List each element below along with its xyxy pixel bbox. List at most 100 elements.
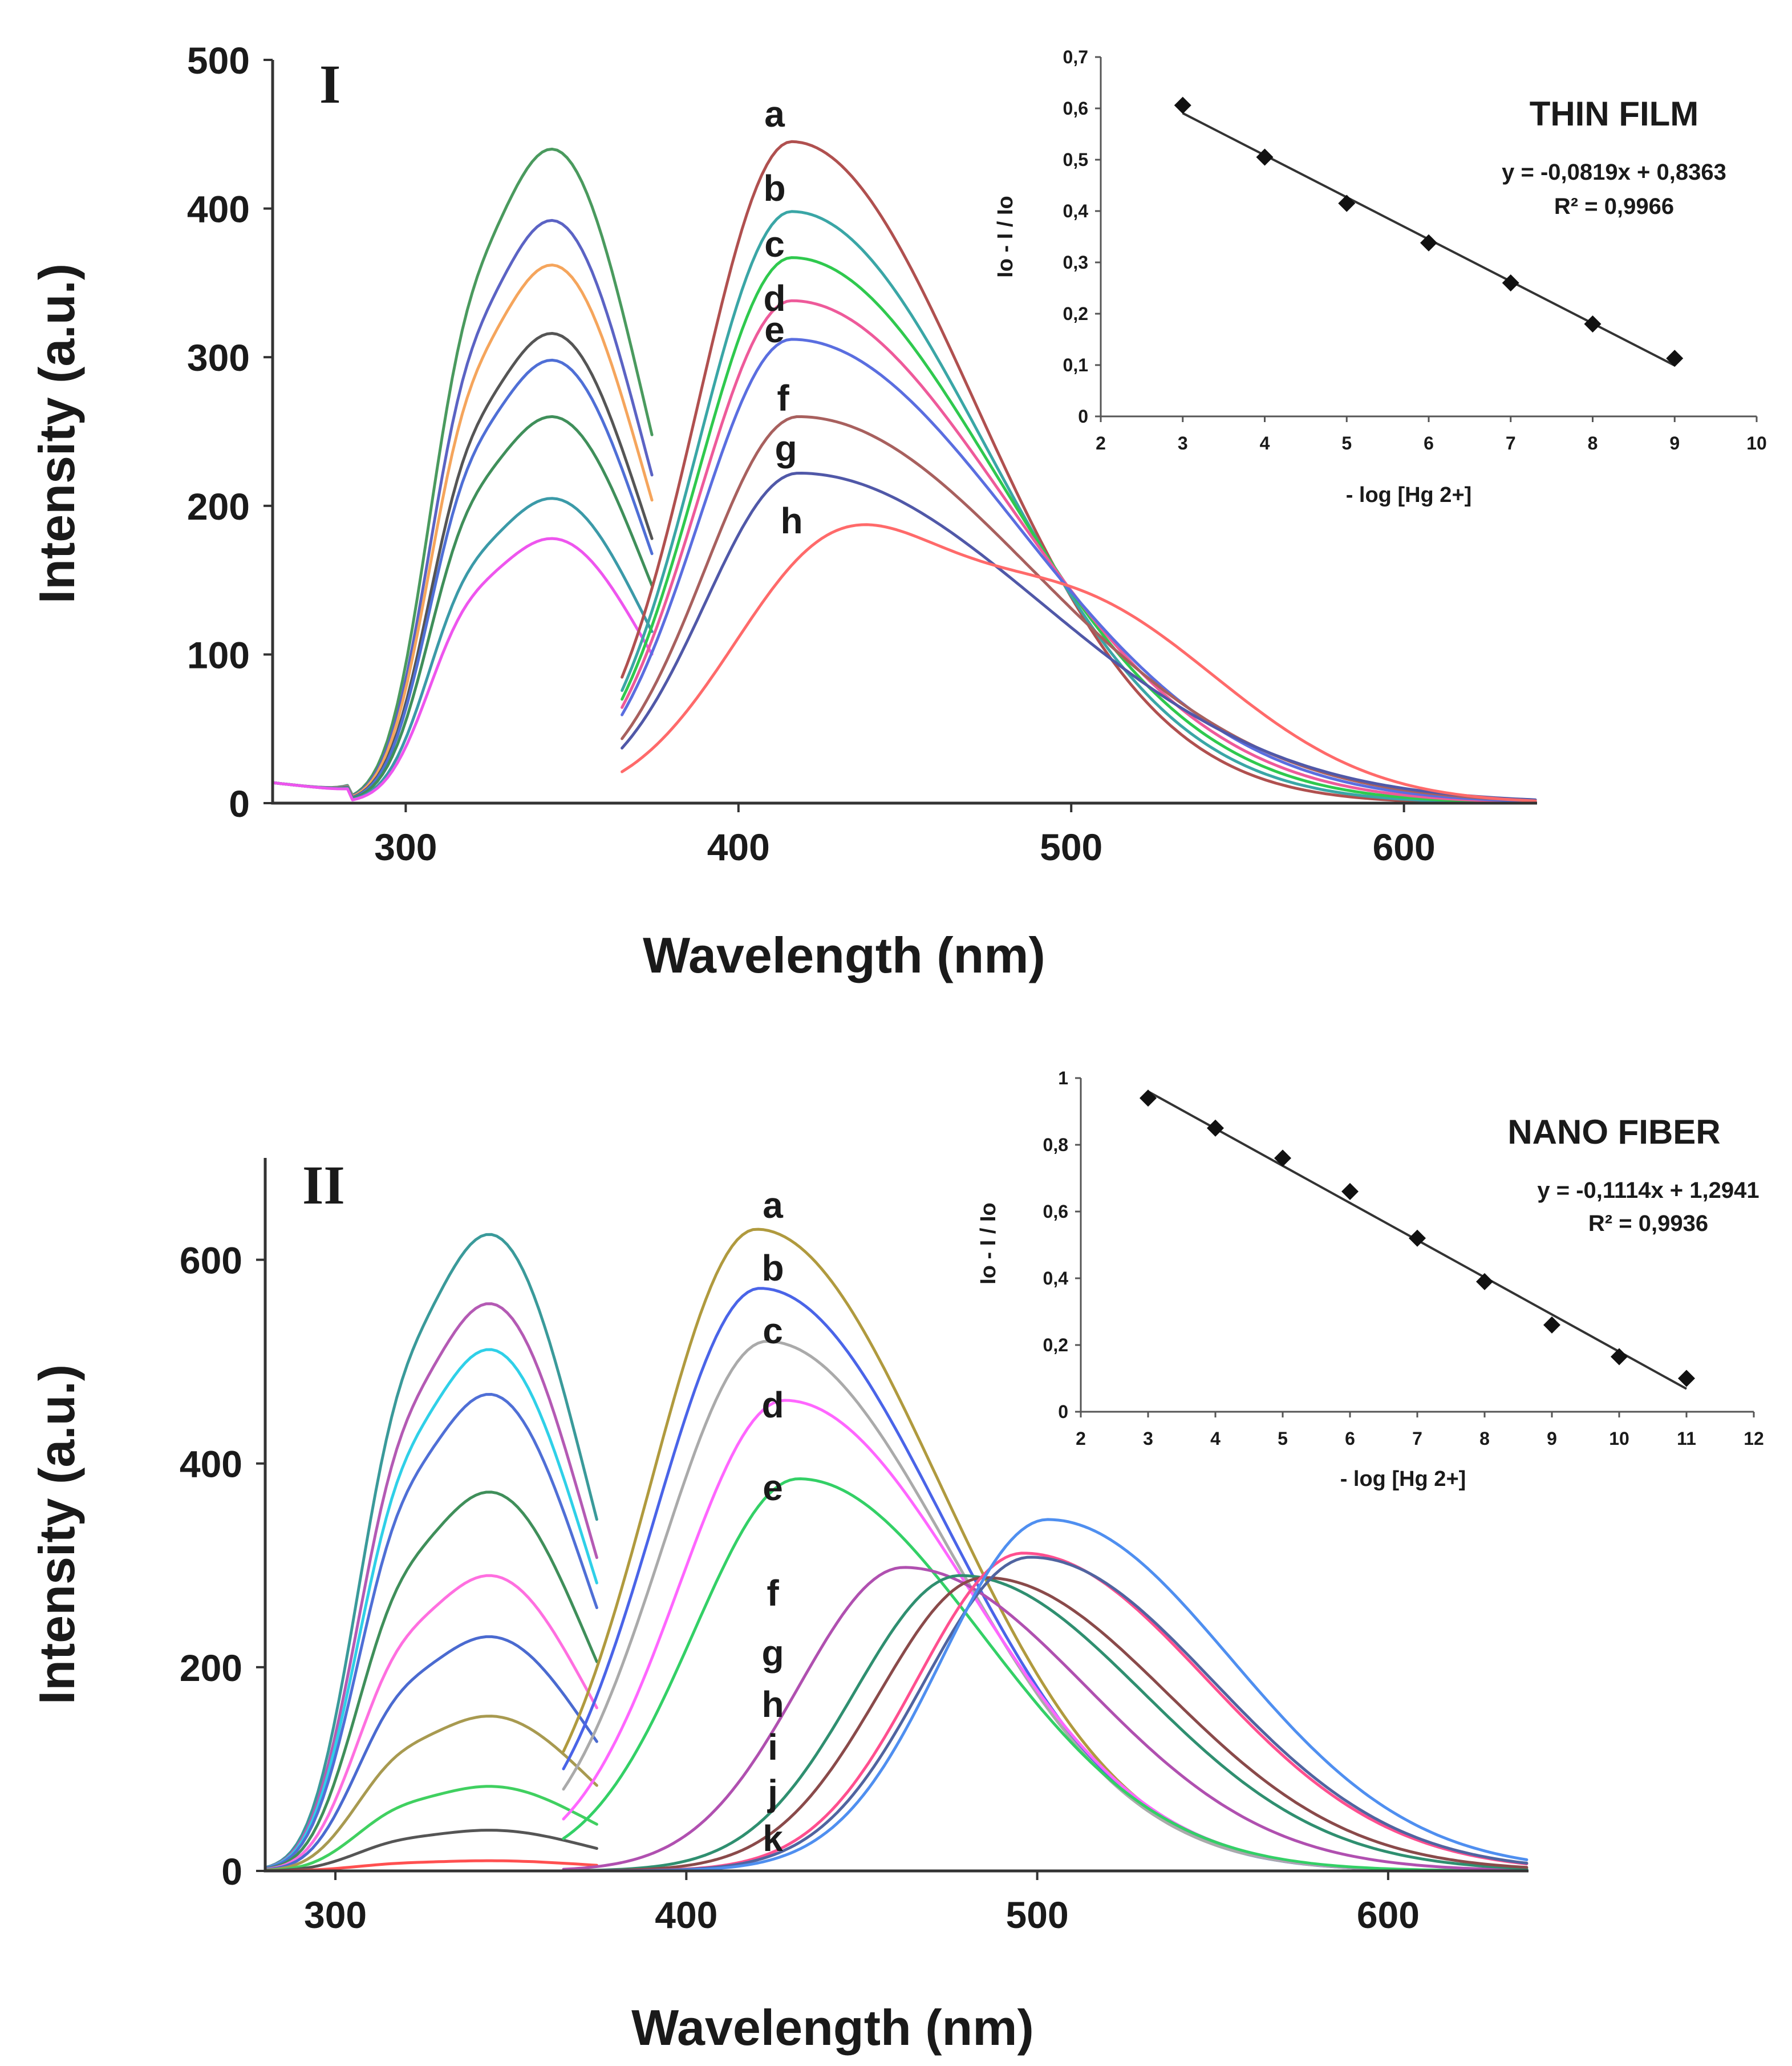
- inset-y-tick-label-0,3: 0,3: [1063, 252, 1088, 273]
- emission-curve-f: [562, 1566, 1529, 1871]
- excitation-curve-h: [271, 537, 654, 801]
- panel-i-curves: [271, 140, 1537, 805]
- panel-ii-y-ticks: 0 200 400 600: [180, 1239, 265, 1893]
- excitation-curve-a: [263, 1233, 598, 1869]
- inset-point-3: [1140, 1089, 1157, 1107]
- inset-point-5: [1274, 1149, 1291, 1167]
- emission-curve-k: [562, 1518, 1529, 1873]
- panel-i-x-ticks: 300 400 500 600: [374, 803, 1436, 868]
- curve-label-f: f: [777, 378, 789, 419]
- panel-ii-curves: [263, 1228, 1529, 1873]
- x-tick-label-500: 500: [1006, 1894, 1069, 1936]
- inset-x-tick-label-3: 3: [1143, 1428, 1153, 1449]
- panel-i-x-axis-title: Wavelength (nm): [643, 927, 1045, 983]
- inset-i-title: THIN FILM: [1530, 95, 1699, 133]
- inset-ii-equation: y = -0,1114x + 1,2941: [1537, 1178, 1759, 1203]
- inset-x-tick-label-9: 9: [1547, 1428, 1557, 1449]
- inset-ii-x-ticks: 2 3 4 5 6 7 8 9 10 11 12: [1076, 1412, 1764, 1449]
- inset-ii-r-squared: R² = 0,9936: [1588, 1211, 1708, 1236]
- curve-label-a: a: [763, 1185, 783, 1226]
- curve-label-b: b: [763, 168, 785, 209]
- curve-label-g: g: [775, 428, 797, 469]
- inset-y-tick-label-0,1: 0,1: [1063, 355, 1088, 375]
- inset-x-tick-label-6: 6: [1345, 1428, 1355, 1449]
- inset-point-5: [1338, 195, 1356, 212]
- x-tick-label-400: 400: [655, 1894, 717, 1936]
- inset-y-tick-label-0,7: 0,7: [1063, 47, 1088, 67]
- y-tick-label-400: 400: [187, 188, 250, 230]
- inset-x-tick-label-2: 2: [1076, 1428, 1086, 1449]
- curve-label-g: g: [761, 1632, 784, 1674]
- panel-i-y-ticks: 0 100 200 300 400 500: [187, 39, 273, 825]
- emission-curve-b: [621, 210, 1537, 804]
- inset-i-x-ticks: 2 3 4 5 6 7 8 9 10: [1096, 416, 1767, 453]
- inset-x-tick-label-12: 12: [1744, 1428, 1764, 1449]
- excitation-curve-h: [263, 1715, 598, 1872]
- emission-curve-j: [562, 1555, 1529, 1873]
- inset-x-tick-label-7: 7: [1506, 433, 1516, 453]
- emission-curve-g: [621, 472, 1537, 801]
- y-tick-label-600: 600: [180, 1239, 242, 1282]
- inset-point-4: [1256, 148, 1274, 166]
- inset-x-tick-label-11: 11: [1677, 1428, 1696, 1449]
- excitation-curve-i: [263, 1785, 598, 1872]
- excitation-curve-d: [263, 1393, 598, 1870]
- inset-i-x-axis-title: - log [Hg 2+]: [1346, 483, 1472, 507]
- y-tick-label-400: 400: [180, 1443, 242, 1485]
- curve-label-c: c: [764, 224, 785, 265]
- inset-point-7: [1502, 274, 1519, 291]
- inset-point-8: [1584, 315, 1602, 333]
- emission-curve-e: [621, 338, 1537, 803]
- inset-y-tick-label-0: 0: [1078, 406, 1088, 427]
- x-tick-label-500: 500: [1040, 826, 1102, 868]
- inset-point-6: [1420, 234, 1437, 252]
- emission-curve-h: [562, 1576, 1529, 1873]
- inset-i-y-ticks: 0 0,1 0,2 0,3 0,4 0,5 0,6 0,7: [1063, 47, 1101, 427]
- inset-y-tick-label-0,6: 0,6: [1063, 98, 1088, 119]
- y-tick-label-200: 200: [187, 485, 250, 528]
- inset-i-r-squared: R² = 0,9966: [1554, 194, 1674, 219]
- panel-i-y-axis-title: Intensity (a.u.): [29, 264, 85, 604]
- y-tick-label-500: 500: [187, 39, 250, 82]
- curve-label-b: b: [761, 1247, 784, 1289]
- inset-point-6: [1341, 1182, 1359, 1200]
- inset-y-tick-label-0,4: 0,4: [1043, 1268, 1069, 1289]
- emission-curve-g: [562, 1574, 1529, 1873]
- excitation-curve-g: [263, 1635, 598, 1871]
- inset-ii-points: [1140, 1089, 1695, 1387]
- curve-label-f: f: [767, 1573, 779, 1614]
- y-tick-label-200: 200: [180, 1647, 242, 1689]
- inset-i-equation: y = -0,0819x + 0,8363: [1502, 160, 1726, 185]
- x-tick-label-600: 600: [1373, 826, 1436, 868]
- inset-point-7: [1409, 1229, 1426, 1247]
- panel-ii-x-axis-title: Wavelength (nm): [631, 1999, 1034, 2056]
- curve-label-c: c: [763, 1310, 783, 1351]
- y-tick-label-300: 300: [187, 337, 250, 379]
- inset-y-tick-label-1: 1: [1058, 1068, 1068, 1088]
- inset-point-9: [1666, 350, 1684, 367]
- curve-label-e: e: [764, 309, 785, 350]
- inset-y-tick-label-0,6: 0,6: [1043, 1201, 1068, 1222]
- emission-curve-f: [621, 415, 1537, 802]
- x-tick-label-300: 300: [374, 826, 437, 868]
- inset-point-8: [1476, 1273, 1493, 1290]
- inset-point-3: [1174, 96, 1191, 114]
- x-tick-label-400: 400: [707, 826, 770, 868]
- inset-x-tick-label-4: 4: [1260, 433, 1270, 453]
- curve-label-a: a: [764, 94, 785, 135]
- inset-ii-x-axis-title: - log [Hg 2+]: [1340, 1467, 1466, 1491]
- y-tick-label-0: 0: [221, 1850, 242, 1893]
- emission-curve-e: [562, 1477, 1529, 1873]
- curve-label-e: e: [763, 1467, 783, 1508]
- curve-label-h: h: [780, 500, 802, 541]
- curve-label-d: d: [761, 1384, 784, 1425]
- emission-curve-h: [621, 523, 1537, 803]
- excitation-curve-b: [263, 1302, 598, 1870]
- panel-ii-inset: 2 3 4 5 6 7 8 9 10 11 12 0 0,2 0,4 0,6 0,8 1 NANO FIBER…: [976, 1068, 1764, 1491]
- inset-y-tick-label-0: 0: [1058, 1401, 1068, 1422]
